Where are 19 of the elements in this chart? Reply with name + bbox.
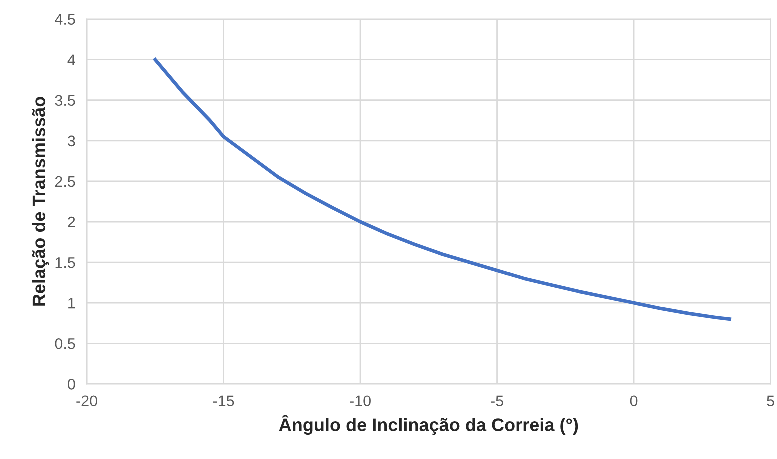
- y-tick-label: 1: [68, 298, 76, 309]
- y-tick-label: 2: [68, 216, 76, 228]
- x-tick-label: 5: [767, 396, 774, 407]
- line-series: [154, 58, 732, 322]
- x-tick-label: -10: [350, 396, 371, 407]
- y-tick-label: 1.5: [56, 258, 76, 268]
- x-tick-label: -20: [76, 396, 98, 407]
- y-tick-label: 0: [68, 379, 76, 390]
- y-tick-label: 0.5: [55, 338, 76, 350]
- x-axis-title: Ângulo de Inclinação da Correia (°): [279, 415, 578, 436]
- x-tick-label: 0: [630, 396, 638, 407]
- x-tick-label: -5: [491, 396, 504, 407]
- y-tick-label: 3.5: [55, 95, 76, 106]
- y-axis-title: Relação de Transmissão: [32, 97, 50, 306]
- x-tick-label: -15: [213, 396, 234, 407]
- y-tick-label: 4: [68, 54, 76, 66]
- y-tick-label: 4.5: [55, 14, 76, 25]
- y-tick-label: 2.5: [55, 176, 76, 188]
- y-tick-label: 3: [68, 136, 76, 147]
